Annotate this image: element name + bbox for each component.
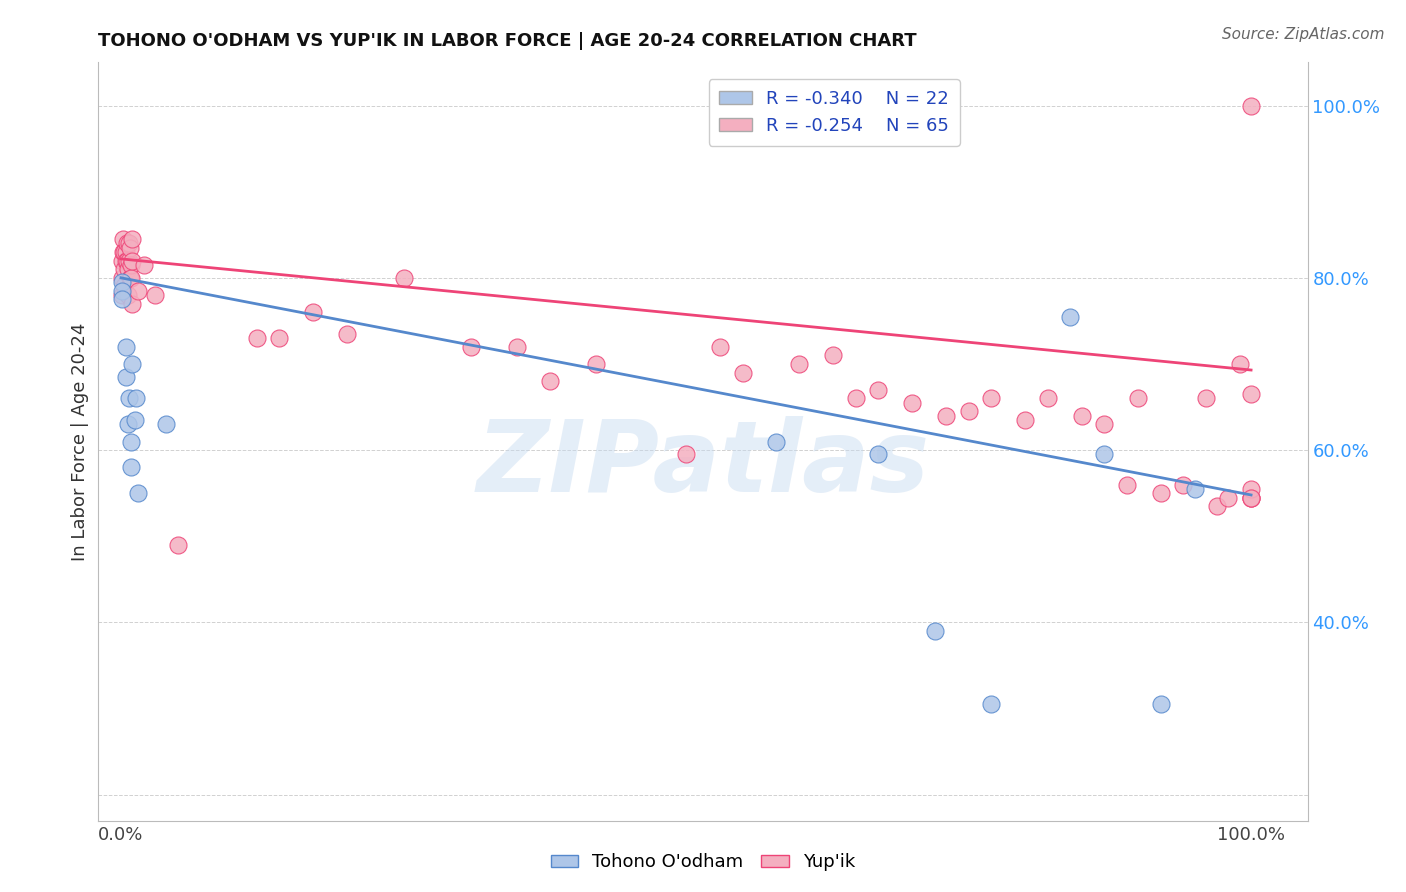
Point [1092,447,1115,461]
Point [118,236,141,251]
Text: Source: ZipAtlas.com: Source: ZipAtlas.com [1222,27,1385,42]
Point [1092,417,1115,432]
Point [845,392,868,406]
Point [111,284,134,298]
Point [120,241,142,255]
Point [731,366,754,380]
Point [505,340,527,354]
Point [121,357,143,371]
Y-axis label: In Labor Force | Age 20-24: In Labor Force | Age 20-24 [70,322,89,561]
Point [1150,486,1173,500]
Point [120,270,142,285]
Point [787,357,810,371]
Point [1070,409,1092,423]
Point [121,232,143,246]
Point [1195,392,1218,406]
Point [246,331,269,345]
Point [120,270,142,285]
Point [125,392,148,406]
Point [112,244,135,259]
Point [127,486,149,500]
Point [302,305,325,319]
Point [112,232,135,246]
Point [121,253,143,268]
Point [1115,477,1137,491]
Legend: R = -0.340    N = 22, R = -0.254    N = 65: R = -0.340 N = 22, R = -0.254 N = 65 [709,79,960,145]
Point [120,258,142,272]
Point [1150,698,1173,712]
Point [132,258,155,272]
Point [111,288,134,302]
Point [120,434,142,449]
Point [1240,98,1263,112]
Point [675,447,697,461]
Point [1240,491,1263,505]
Point [121,296,143,310]
Point [1184,482,1206,496]
Point [155,417,177,432]
Point [127,284,149,298]
Point [117,262,139,277]
Point [118,253,141,268]
Point [957,404,980,418]
Point [935,409,957,423]
Point [392,270,415,285]
Point [1218,491,1240,505]
Point [114,244,136,259]
Point [924,624,946,639]
Point [124,413,146,427]
Point [980,698,1002,712]
Point [111,270,134,285]
Point [336,326,359,341]
Point [143,288,166,302]
Point [114,370,136,384]
Point [269,331,291,345]
Point [111,293,134,307]
Point [112,279,135,293]
Point [117,417,139,432]
Text: TOHONO O'ODHAM VS YUP'IK IN LABOR FORCE | AGE 20-24 CORRELATION CHART: TOHONO O'ODHAM VS YUP'IK IN LABOR FORCE … [98,32,917,50]
Legend: Tohono O'odham, Yup'ik: Tohono O'odham, Yup'ik [544,847,862,879]
Point [1014,413,1036,427]
Point [1229,357,1251,371]
Point [901,396,924,410]
Text: ZIPatlas: ZIPatlas [477,416,929,513]
Point [1240,387,1263,401]
Point [709,340,731,354]
Point [1126,392,1149,406]
Point [111,253,134,268]
Point [868,383,890,397]
Point [1240,491,1263,505]
Point [111,275,134,289]
Point [1206,499,1229,513]
Point [868,447,890,461]
Point [120,460,142,475]
Point [117,288,139,302]
Point [112,244,135,259]
Point [765,434,787,449]
Point [821,348,844,362]
Point [460,340,482,354]
Point [115,236,138,251]
Point [1240,491,1263,505]
Point [118,392,141,406]
Point [1036,392,1059,406]
Point [114,253,136,268]
Point [980,392,1002,406]
Point [112,262,135,277]
Point [1173,477,1195,491]
Point [166,538,188,552]
Point [585,357,607,371]
Point [538,374,561,388]
Point [114,340,136,354]
Point [1240,482,1263,496]
Point [1059,310,1081,324]
Point [115,253,138,268]
